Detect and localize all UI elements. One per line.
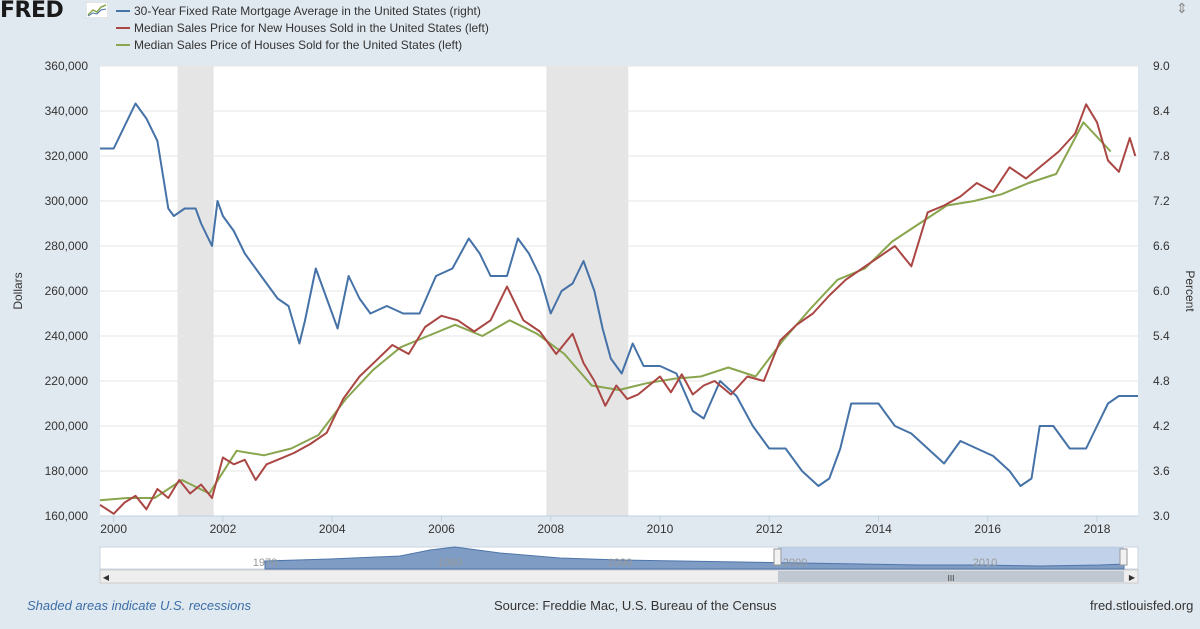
y-left-tick-label: 240,000 — [45, 329, 89, 343]
site-link[interactable]: fred.stlouisfed.org — [1090, 598, 1194, 613]
x-tick-label: 2004 — [319, 522, 346, 536]
y-left-tick-label: 300,000 — [45, 194, 89, 208]
scroll-left-icon: ◀ — [103, 573, 110, 582]
legend-item-label: 30-Year Fixed Rate Mortgage Average in t… — [134, 4, 481, 18]
x-tick-label: 2014 — [865, 522, 892, 536]
y-left-tick-label: 260,000 — [45, 284, 89, 298]
y-right-tick-label: 8.4 — [1153, 104, 1170, 118]
navigator-left-handle — [773, 548, 782, 566]
legend-item-label: Median Sales Price for New Houses Sold i… — [134, 21, 489, 35]
y-right-tick-label: 4.8 — [1153, 374, 1170, 388]
navigator-year-label: 2000 — [783, 557, 807, 569]
y-left-tick-label: 360,000 — [45, 59, 89, 73]
y-right-tick-label: 4.2 — [1153, 419, 1170, 433]
y-right-tick-label: 6.0 — [1153, 284, 1170, 298]
scroll-right-icon: ▶ — [1129, 573, 1136, 582]
y-right-tick-label: 6.6 — [1153, 239, 1170, 253]
y-left-tick-label: 200,000 — [45, 419, 89, 433]
scrollbar-grip-icon: III — [948, 574, 955, 583]
y-right-tick-label: 9.0 — [1153, 59, 1170, 73]
x-tick-label: 2018 — [1084, 522, 1111, 536]
x-tick-label: 2002 — [210, 522, 237, 536]
navigator-right-handle — [1119, 548, 1128, 566]
navigator-year-label: 1970 — [253, 557, 277, 569]
x-tick-label: 2006 — [428, 522, 455, 536]
x-tick-label: 2010 — [647, 522, 674, 536]
y-right-tick-label: 7.2 — [1153, 194, 1170, 208]
recession-note: Shaded areas indicate U.S. recessions — [27, 598, 252, 613]
legend-item-label: Median Sales Price of Houses Sold for th… — [134, 38, 462, 52]
y-left-tick-label: 180,000 — [45, 464, 89, 478]
y-right-tick-label: 7.8 — [1153, 149, 1170, 163]
y-left-tick-label: 280,000 — [45, 239, 89, 253]
navigator-year-label: 1990 — [608, 557, 632, 569]
y-left-tick-label: 320,000 — [45, 149, 89, 163]
y-right-tick-label: 3.6 — [1153, 464, 1170, 478]
y-left-tick-label: 160,000 — [45, 509, 89, 523]
y-right-axis-title: Percent — [1183, 270, 1197, 312]
scrollbar-thumb — [778, 571, 1124, 582]
axis-labels: 160,000 3.0 180,000 3.6 200,000 4.2 220,000 4.8… — [11, 59, 1197, 536]
navigator[interactable]: 1970 1980 1990 2000 2010 III ◀ ▶ — [99, 546, 1139, 584]
fred-line-chart-icon — [86, 2, 108, 18]
x-tick-label: 2016 — [974, 522, 1001, 536]
series-lines — [99, 102, 1138, 515]
navigator-series — [264, 546, 1125, 570]
gridlines — [100, 65, 1138, 522]
source-note: Source: Freddie Mac, U.S. Bureau of the … — [494, 598, 777, 613]
y-right-tick-label: 3.0 — [1153, 509, 1170, 523]
x-tick-label: 2012 — [756, 522, 783, 536]
y-right-tick-label: 5.4 — [1153, 329, 1170, 343]
y-left-tick-label: 340,000 — [45, 104, 89, 118]
navigator-year-label: 1980 — [438, 557, 462, 569]
x-tick-label: 2008 — [537, 522, 564, 536]
y-left-tick-label: 220,000 — [45, 374, 89, 388]
all-houses-price-line — [99, 121, 1112, 502]
fred-logo[interactable]: FRED — [0, 0, 64, 23]
expand-icon[interactable]: ⇕ — [1176, 0, 1188, 16]
legend: 30-Year Fixed Rate Mortgage Average in t… — [116, 4, 489, 52]
mortgage-rate-line — [100, 102, 1138, 487]
y-left-axis-title: Dollars — [11, 272, 25, 309]
new-houses-price-line — [99, 103, 1137, 515]
navigator-selection — [778, 547, 1124, 569]
navigator-year-label: 2010 — [973, 557, 997, 569]
x-tick-label: 2000 — [100, 522, 127, 536]
